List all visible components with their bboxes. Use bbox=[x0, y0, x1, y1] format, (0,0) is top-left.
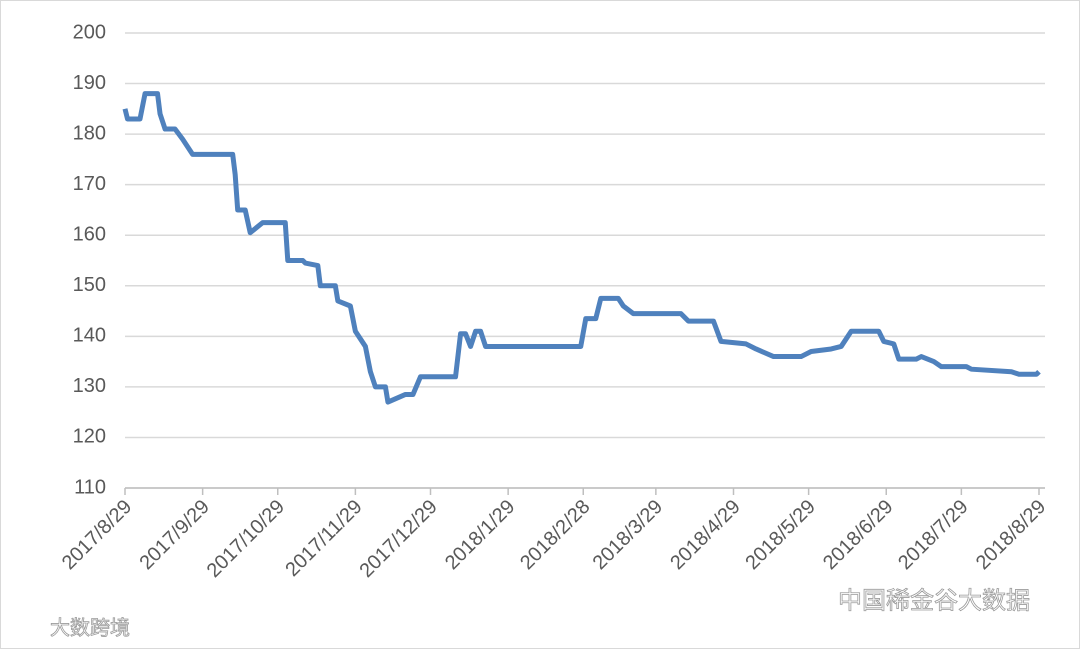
y-tick-label: 180 bbox=[73, 122, 106, 144]
y-tick-label: 200 bbox=[73, 21, 106, 43]
y-tick-label: 150 bbox=[73, 274, 106, 296]
y-tick-label: 140 bbox=[73, 325, 106, 347]
y-tick-label: 130 bbox=[73, 375, 106, 397]
y-tick-label: 110 bbox=[74, 476, 106, 498]
y-tick-label: 190 bbox=[73, 72, 106, 94]
watermark: 中国稀金谷大数据 bbox=[838, 587, 1030, 614]
y-tick-label: 170 bbox=[73, 173, 106, 195]
line-series bbox=[122, 91, 1041, 405]
y-tick-label: 120 bbox=[73, 426, 106, 448]
watermark: 大数跨境 bbox=[50, 616, 130, 639]
y-tick-label: 160 bbox=[73, 224, 106, 246]
